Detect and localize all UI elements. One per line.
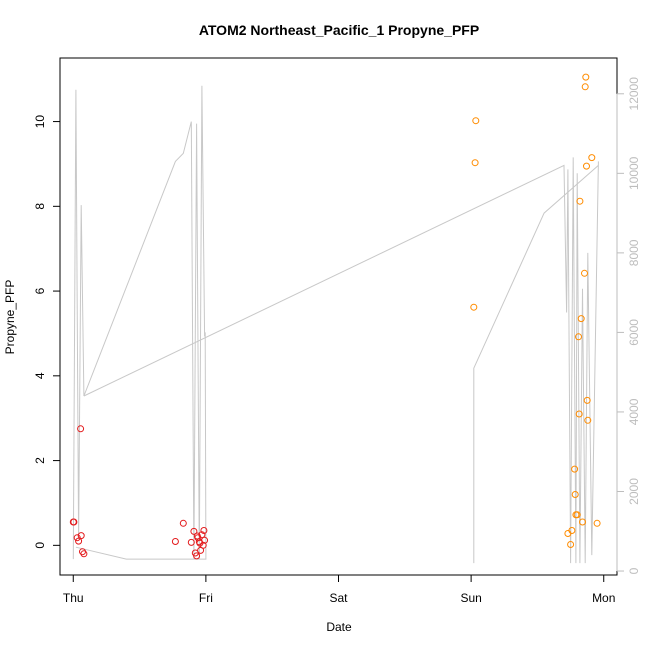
x-tick-label: Sun bbox=[460, 591, 481, 605]
y-tick-label: 6 bbox=[33, 287, 47, 294]
chart-title: ATOM2 Northeast_Pacific_1 Propyne_PFP bbox=[199, 22, 479, 38]
x-tick-label: Mon bbox=[592, 591, 615, 605]
data-point bbox=[472, 117, 480, 125]
data-point bbox=[593, 519, 601, 527]
data-point bbox=[77, 532, 85, 540]
y-tick-label: 2 bbox=[33, 457, 47, 464]
y2-tick-label: 4000 bbox=[627, 398, 641, 425]
data-point bbox=[470, 303, 478, 311]
series-line-3 bbox=[473, 165, 599, 564]
data-point bbox=[584, 416, 592, 424]
y-tick-label: 8 bbox=[33, 203, 47, 210]
series-line-2 bbox=[83, 157, 599, 564]
data-point bbox=[187, 538, 195, 546]
data-point bbox=[583, 396, 591, 404]
data-point bbox=[568, 527, 576, 534]
y2-tick-label: 2000 bbox=[627, 478, 641, 505]
data-point bbox=[567, 541, 575, 548]
x-tick-label: Fri bbox=[199, 591, 213, 605]
data-point bbox=[582, 73, 590, 81]
y2-tick-label: 0 bbox=[627, 567, 641, 574]
data-point bbox=[199, 541, 207, 549]
y-tick-label: 4 bbox=[33, 372, 47, 379]
data-point bbox=[571, 491, 579, 498]
data-point bbox=[70, 518, 78, 526]
data-point bbox=[471, 159, 479, 167]
data-point bbox=[179, 519, 187, 527]
x-axis-label: Date bbox=[326, 620, 352, 634]
y2-tick-label: 6000 bbox=[627, 319, 641, 346]
data-point bbox=[583, 162, 590, 170]
data-point bbox=[200, 527, 208, 534]
x-tick-label: Thu bbox=[63, 591, 84, 605]
x-axis: Thu Fri Sat Sun Mon bbox=[63, 574, 615, 605]
data-point bbox=[576, 197, 584, 205]
data-point bbox=[571, 465, 579, 473]
y2-tick-label: 12000 bbox=[627, 77, 641, 111]
line-layer bbox=[72, 85, 599, 564]
data-point bbox=[575, 333, 582, 341]
y2-tick-label: 10000 bbox=[627, 156, 641, 190]
data-point bbox=[588, 154, 596, 162]
x-tick-label: Sat bbox=[329, 591, 348, 605]
data-point bbox=[80, 550, 88, 558]
y-axis-label: Propyne_PFP bbox=[3, 280, 17, 355]
data-point bbox=[193, 552, 201, 560]
data-point bbox=[579, 518, 586, 526]
y-tick-label: 10 bbox=[33, 115, 47, 129]
data-point bbox=[201, 536, 209, 544]
y-axis-right: 0 2000 4000 6000 8000 10000 12000 bbox=[616, 77, 641, 574]
data-point bbox=[77, 425, 85, 433]
point-layer bbox=[69, 73, 601, 560]
data-point bbox=[581, 83, 589, 91]
data-point bbox=[75, 537, 83, 545]
data-point bbox=[198, 531, 206, 539]
series-line-1 bbox=[72, 85, 207, 560]
data-point bbox=[73, 534, 81, 542]
data-point bbox=[575, 410, 583, 418]
data-point bbox=[581, 269, 588, 277]
data-point bbox=[577, 315, 585, 323]
data-point bbox=[190, 527, 198, 535]
y2-tick-label: 8000 bbox=[627, 239, 641, 266]
plot-frame bbox=[59, 57, 618, 576]
y-tick-label: 0 bbox=[33, 542, 47, 549]
data-point bbox=[171, 538, 179, 545]
y-axis-left: 0 2 4 6 8 10 bbox=[33, 115, 61, 549]
data-point bbox=[573, 511, 581, 519]
